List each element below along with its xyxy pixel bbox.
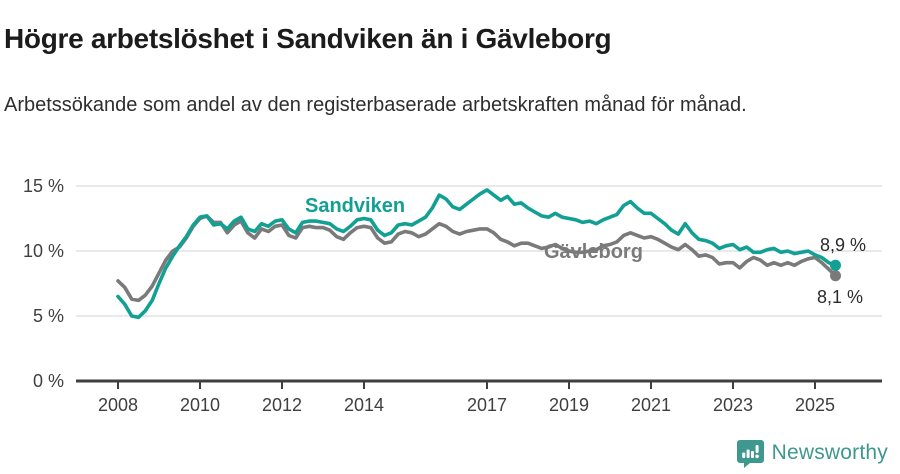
gvleborg-line <box>116 214 838 303</box>
x-axis-label: 2017 <box>467 395 507 415</box>
x-axis-label: 2010 <box>180 395 220 415</box>
newsworthy-logo: Newsworthy <box>736 438 888 468</box>
y-axis-label: 10 % <box>23 241 64 261</box>
series-label-sandviken: Sandviken <box>305 195 406 217</box>
x-axis-label: 2025 <box>795 395 835 415</box>
unemployment-line-chart: 0 % 5 % 10 % 15 % 2008 2010 2012 2014 2017 2019 20… <box>23 176 882 415</box>
newsworthy-speech-bubble-bar-chart-icon <box>736 439 764 468</box>
y-axis-label: 15 % <box>23 176 64 196</box>
series-label-gavleborg: Gävleborg <box>544 241 643 263</box>
y-axis-label: 5 % <box>33 306 64 326</box>
page-title: Högre arbetslöshet i Sandviken än i Gävl… <box>4 22 612 54</box>
x-axis-label: 2008 <box>98 395 138 415</box>
x-axis-label: 2014 <box>344 395 384 415</box>
end-value-sandviken: 8,9 % <box>820 235 867 255</box>
x-axis-label: 2023 <box>713 395 753 415</box>
brand-name: Newsworthy <box>771 441 888 464</box>
sandviken-line <box>116 188 838 320</box>
chart-subtitle: Arbetssökande som andel av den registerb… <box>4 94 747 116</box>
x-axis-label: 2012 <box>262 395 302 415</box>
x-axis-label: 2021 <box>631 395 671 415</box>
gvleborg-end-dot <box>830 270 841 282</box>
x-axis-label: 2019 <box>549 395 589 415</box>
y-axis-label: 0 % <box>33 371 64 391</box>
sandviken-end-dot <box>830 259 841 271</box>
end-value-gavleborg: 8,1 % <box>817 287 864 307</box>
